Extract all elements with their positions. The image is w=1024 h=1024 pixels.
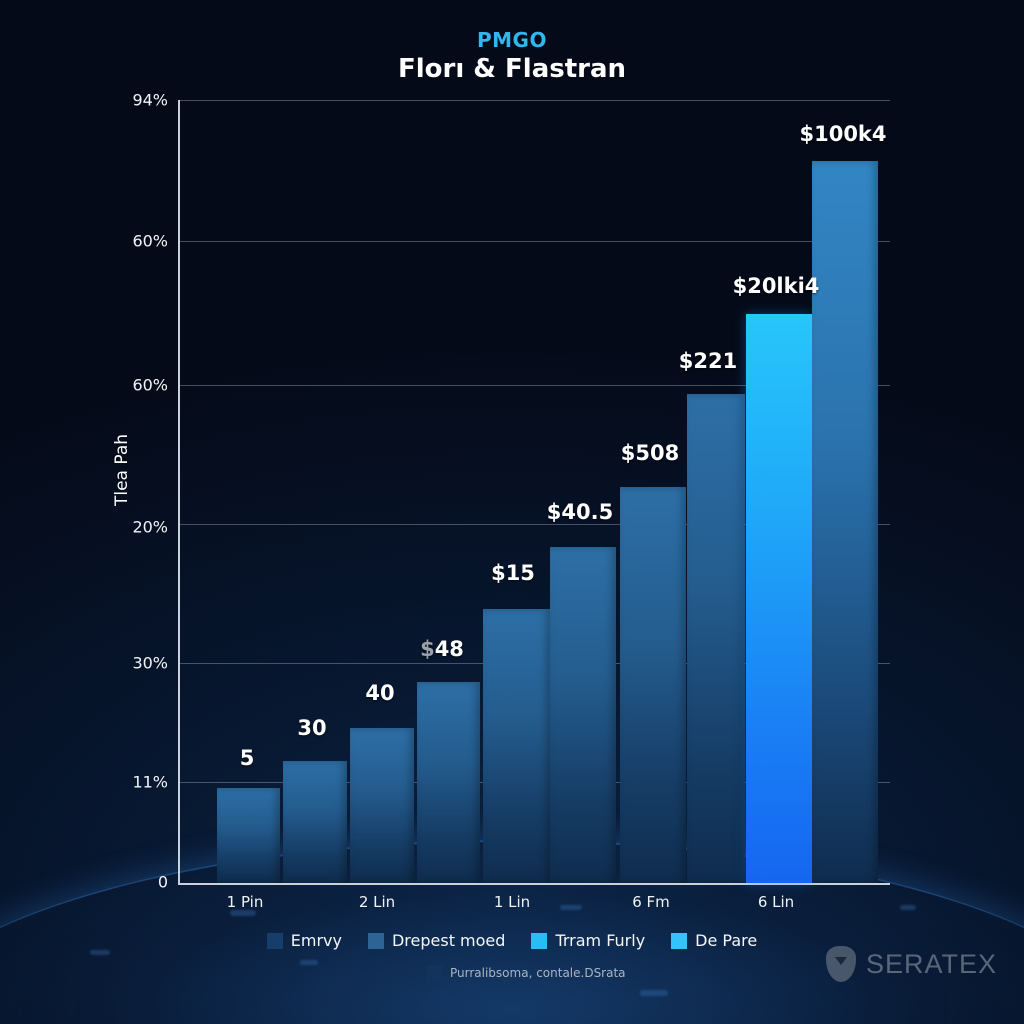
bar-5[interactable] [483, 609, 550, 883]
bar-6[interactable] [550, 547, 616, 883]
chart-header: PMGO Florı & Flastran [0, 28, 1024, 84]
legend-item-trram-furly[interactable]: Trram Furly [531, 931, 645, 950]
bar-1[interactable] [217, 788, 280, 883]
bar-4[interactable] [417, 682, 480, 883]
legend-item-de-pare[interactable]: De Pare [671, 931, 757, 950]
shield-logo-icon [826, 946, 856, 982]
source-text: Purralibsoma, contale.DSrata [450, 966, 626, 980]
brand-watermark: SERATEX [826, 946, 997, 982]
gridline [180, 241, 890, 242]
y-tick: 60% [132, 231, 168, 251]
source-note: Purralibsoma, contale.DSrata [426, 965, 626, 981]
chart-title: Florı & Flastran [397, 54, 627, 84]
legend-item-emrvy[interactable]: Emrvy [266, 931, 342, 950]
y-tick: 30% [132, 653, 168, 673]
bar-value-label: $48 [420, 637, 464, 661]
chart-subtitle: PMGO [477, 28, 547, 52]
bar-value-label: $508 [620, 441, 680, 465]
bar-value-label: $40.5 [546, 500, 614, 524]
bar-value-label: 5 [239, 746, 255, 770]
background-speck [640, 990, 668, 996]
legend-label: Drepest moed [391, 931, 506, 950]
background-speck [90, 950, 110, 955]
x-tick: 1 Lin [493, 893, 531, 911]
legend-swatch [671, 932, 688, 949]
background-speck [560, 905, 582, 910]
plot-area [178, 100, 890, 885]
legend-label: Trram Furly [555, 931, 646, 950]
y-tick: 60% [132, 375, 168, 395]
bar-value-label: 30 [297, 716, 327, 740]
legend-item-drepest-moed[interactable]: Drepest moed [367, 931, 506, 950]
gridline [180, 524, 890, 525]
gridline [180, 100, 890, 101]
bar-value-label: $20lki4 [732, 274, 820, 298]
bar-7[interactable] [620, 487, 686, 883]
brand-name: SERATEX [866, 948, 998, 979]
x-tick: 6 Fm [632, 893, 670, 911]
x-tick: 1 Pin [226, 893, 264, 911]
legend-swatch [367, 932, 384, 949]
y-tick: 20% [132, 517, 168, 537]
legend-swatch [531, 932, 548, 949]
y-tick: 0 [157, 872, 168, 892]
bar-value-label: $15 [491, 561, 535, 585]
gridline [180, 385, 890, 386]
legend-label: Emrvy [290, 931, 342, 950]
dim-dollar-sign: $ [420, 637, 435, 661]
background-speck [900, 905, 916, 910]
legend: Emrvy Drepest moed Trram Furly De Pare [0, 931, 1024, 950]
y-tick: 94% [132, 90, 168, 110]
bar-3[interactable] [350, 728, 414, 883]
y-axis-label: Tlea Pah [112, 433, 132, 507]
legend-label: De Pare [695, 931, 758, 950]
x-tick: 6 Lin [757, 893, 795, 911]
y-tick: 11% [132, 772, 168, 792]
bar-value-label: $100k4 [799, 122, 887, 146]
bar-8[interactable] [687, 394, 745, 883]
bar-value-label: $221 [678, 349, 738, 373]
background-speck [230, 910, 256, 916]
bar-2[interactable] [283, 761, 347, 883]
bar-value-label: 40 [365, 681, 395, 705]
bar-10[interactable] [812, 161, 878, 883]
x-tick: 2 Lin [358, 893, 396, 911]
legend-swatch [266, 932, 283, 949]
background-speck [300, 960, 318, 965]
source-swatch [426, 965, 442, 981]
bar-9-highlighted[interactable] [746, 314, 812, 883]
